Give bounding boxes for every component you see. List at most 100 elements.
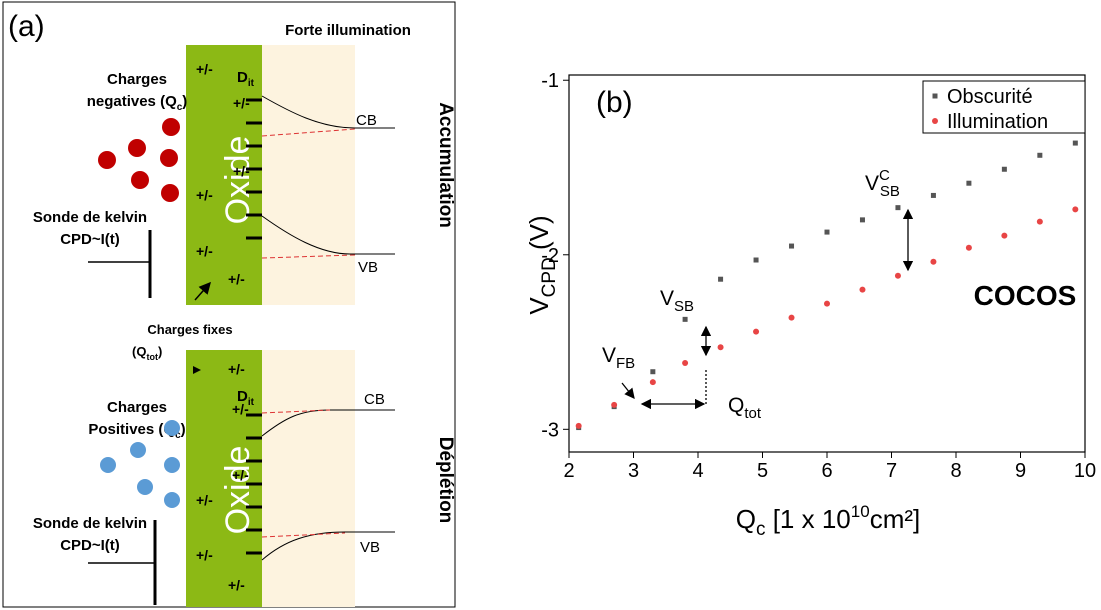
point	[930, 192, 936, 198]
semiconductor	[262, 350, 355, 607]
annotation: VSB	[660, 287, 694, 315]
panel-label: (b)	[596, 86, 633, 119]
trap-states	[246, 413, 262, 555]
legend-marker	[932, 118, 938, 124]
charge-labels: +/- +/- +/- +/- +/- +/- +/- +/- +/- +/- +/- +/-	[196, 61, 250, 593]
text: )	[182, 93, 187, 110]
cb-label: CB	[364, 391, 385, 408]
text: Q	[736, 504, 756, 534]
subscript: c	[177, 102, 183, 113]
charge-label: +/-	[196, 243, 213, 259]
subscript: SB	[880, 183, 900, 200]
text: )	[181, 421, 186, 438]
oxide-layer	[186, 45, 262, 305]
point	[965, 244, 972, 251]
point	[1036, 218, 1043, 225]
x-tick-label: 9	[1015, 460, 1026, 482]
point	[1037, 152, 1043, 158]
charges-label: Charges	[107, 71, 167, 88]
vb-label: VB	[358, 259, 378, 276]
subscript: it	[248, 397, 255, 408]
superscript: 10	[851, 502, 870, 521]
oxide-label: Oxide	[219, 136, 257, 225]
text: Positives (Q	[88, 421, 175, 438]
x-tick-label: 3	[628, 460, 639, 482]
charge-label: +/-	[196, 547, 213, 563]
x-tick-label: 6	[821, 460, 832, 482]
dit-label: Dit	[237, 388, 255, 408]
subscript: c	[756, 519, 766, 540]
text: V	[865, 172, 879, 195]
text: cm²]	[870, 504, 921, 534]
oxide-label: Oxide	[219, 446, 257, 535]
legend-marker	[932, 93, 938, 99]
marker	[193, 366, 201, 374]
point	[1072, 206, 1079, 213]
band-curve	[261, 95, 395, 129]
point	[753, 328, 760, 335]
charge-label: +/-	[196, 187, 213, 203]
point	[649, 379, 656, 386]
charge-label: +/-	[228, 577, 245, 593]
x-tick-label: 10	[1074, 460, 1096, 482]
point	[611, 401, 618, 408]
charge-label: +/-	[233, 95, 250, 111]
x-tick-label: 4	[692, 460, 703, 482]
superscript: C	[879, 167, 890, 184]
x-axis-label: Qc [1 x 1010cm²]	[736, 502, 920, 540]
point	[650, 369, 656, 375]
arrow	[194, 281, 211, 301]
semiconductor	[262, 45, 355, 305]
point	[718, 276, 724, 282]
x-tick-label: 8	[950, 460, 961, 482]
annotation: VC SB	[865, 167, 900, 200]
subscript: tot	[146, 352, 158, 362]
annotation: COCOS	[974, 280, 1077, 311]
charges	[98, 118, 180, 202]
point	[1072, 140, 1078, 146]
point	[575, 422, 582, 429]
charges-label: Positives (Qc)	[88, 421, 185, 441]
cb-label: CB	[356, 112, 377, 129]
panel-b: (b) VCPD (V) Qc [1 x 1010cm²] COCOS VC SB…	[524, 70, 1096, 540]
state-label: Accumulation	[435, 102, 456, 228]
point	[788, 314, 795, 321]
point	[930, 258, 937, 265]
charge-label: +/-	[196, 61, 213, 77]
point	[1001, 166, 1007, 172]
text: D	[237, 388, 248, 405]
subscript: tot	[744, 405, 762, 422]
panel-a: (a) Forte illumination Charges negatives…	[2, 1, 456, 608]
charge-label: +/-	[232, 467, 249, 483]
point	[1001, 232, 1008, 239]
charge-label: +/-	[196, 492, 213, 508]
trap-states	[246, 98, 262, 240]
fixed-label: Charges fixes	[147, 322, 232, 337]
subscript: c	[175, 430, 181, 441]
point	[859, 286, 866, 293]
text: V	[602, 344, 616, 367]
text: V	[660, 287, 674, 310]
point	[682, 316, 688, 322]
point	[895, 205, 901, 211]
point	[824, 229, 830, 235]
y-tick-label: -2	[541, 245, 559, 267]
legend-label: Illumination	[947, 111, 1048, 133]
point	[859, 217, 865, 223]
charge-label: +/-	[228, 361, 245, 377]
point	[717, 344, 724, 351]
text: D	[237, 69, 248, 86]
arrow	[621, 382, 635, 400]
x-tick-label: 5	[757, 460, 768, 482]
band-curve	[261, 531, 395, 561]
charges-label: negatives (Qc)	[87, 93, 188, 113]
text: (V)	[524, 215, 554, 257]
probe-label: Sonde de kelvin	[33, 515, 147, 532]
text: V	[524, 297, 554, 315]
subscript: SB	[674, 298, 694, 315]
charge-label: +/-	[233, 163, 250, 179]
text: Q	[728, 394, 744, 417]
y-tick-label: -3	[541, 419, 559, 441]
y-axis-label: VCPD (V)	[524, 215, 560, 314]
